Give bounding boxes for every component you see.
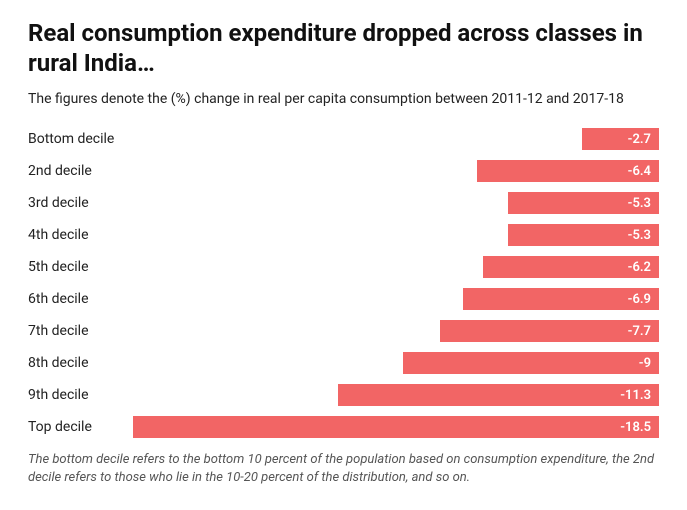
category-label: 5th decile xyxy=(28,259,133,275)
bar-value-label: -6.2 xyxy=(628,260,651,275)
category-label: 8th decile xyxy=(28,355,133,371)
bar: -5.3 xyxy=(508,192,659,214)
bar-value-label: -18.5 xyxy=(620,420,651,435)
bar: -18.5 xyxy=(133,416,659,438)
bar-value-label: -5.3 xyxy=(628,196,651,211)
category-label: 4th decile xyxy=(28,227,133,243)
bar-value-label: -7.7 xyxy=(628,324,651,339)
bar-value-label: -2.7 xyxy=(628,132,651,147)
bar-value-label: -6.4 xyxy=(628,164,651,179)
bar-area: -6.2 xyxy=(133,256,659,278)
bar: -9 xyxy=(403,352,659,374)
bar-value-label: -5.3 xyxy=(628,228,651,243)
chart-row: 2nd decile -6.4 xyxy=(28,158,659,185)
chart-row: 3rd decile -5.3 xyxy=(28,190,659,217)
bar-area: -6.4 xyxy=(133,160,659,182)
bar-value-label: -9 xyxy=(639,356,651,371)
bar: -6.2 xyxy=(483,256,659,278)
chart-subtitle: The figures denote the (%) change in rea… xyxy=(28,90,659,110)
chart-row: 9th decile -11.3 xyxy=(28,382,659,409)
category-label: 3rd decile xyxy=(28,195,133,211)
bar-area: -11.3 xyxy=(133,384,659,406)
chart-row: 5th decile -6.2 xyxy=(28,254,659,281)
chart-row: 8th decile -9 xyxy=(28,350,659,377)
bar: -5.3 xyxy=(508,224,659,246)
chart-row: Bottom decile -2.7 xyxy=(28,126,659,153)
chart-row: Top decile -18.5 xyxy=(28,414,659,441)
category-label: 2nd decile xyxy=(28,163,133,179)
bar-value-label: -6.9 xyxy=(628,292,651,307)
bar: -2.7 xyxy=(582,128,659,150)
bar: -6.4 xyxy=(477,160,659,182)
category-label: 9th decile xyxy=(28,387,133,403)
category-label: 7th decile xyxy=(28,323,133,339)
chart-row: 7th decile -7.7 xyxy=(28,318,659,345)
bar-area: -6.9 xyxy=(133,288,659,310)
bar: -6.9 xyxy=(463,288,659,310)
bar: -7.7 xyxy=(440,320,659,342)
chart-title: Real consumption expenditure dropped acr… xyxy=(28,18,659,78)
bar: -11.3 xyxy=(338,384,659,406)
bar-area: -2.7 xyxy=(133,128,659,150)
chart-row: 6th decile -6.9 xyxy=(28,286,659,313)
bar-area: -7.7 xyxy=(133,320,659,342)
category-label: Bottom decile xyxy=(28,131,133,147)
category-label: 6th decile xyxy=(28,291,133,307)
category-label: Top decile xyxy=(28,419,133,435)
bar-value-label: -11.3 xyxy=(620,388,651,403)
bar-area: -5.3 xyxy=(133,192,659,214)
chart-row: 4th decile -5.3 xyxy=(28,222,659,249)
bar-area: -18.5 xyxy=(133,416,659,438)
bar-area: -5.3 xyxy=(133,224,659,246)
bar-area: -9 xyxy=(133,352,659,374)
bar-chart: Bottom decile -2.7 2nd decile -6.4 3rd decil… xyxy=(28,126,659,441)
chart-footnote: The bottom decile refers to the bottom 1… xyxy=(28,451,659,487)
